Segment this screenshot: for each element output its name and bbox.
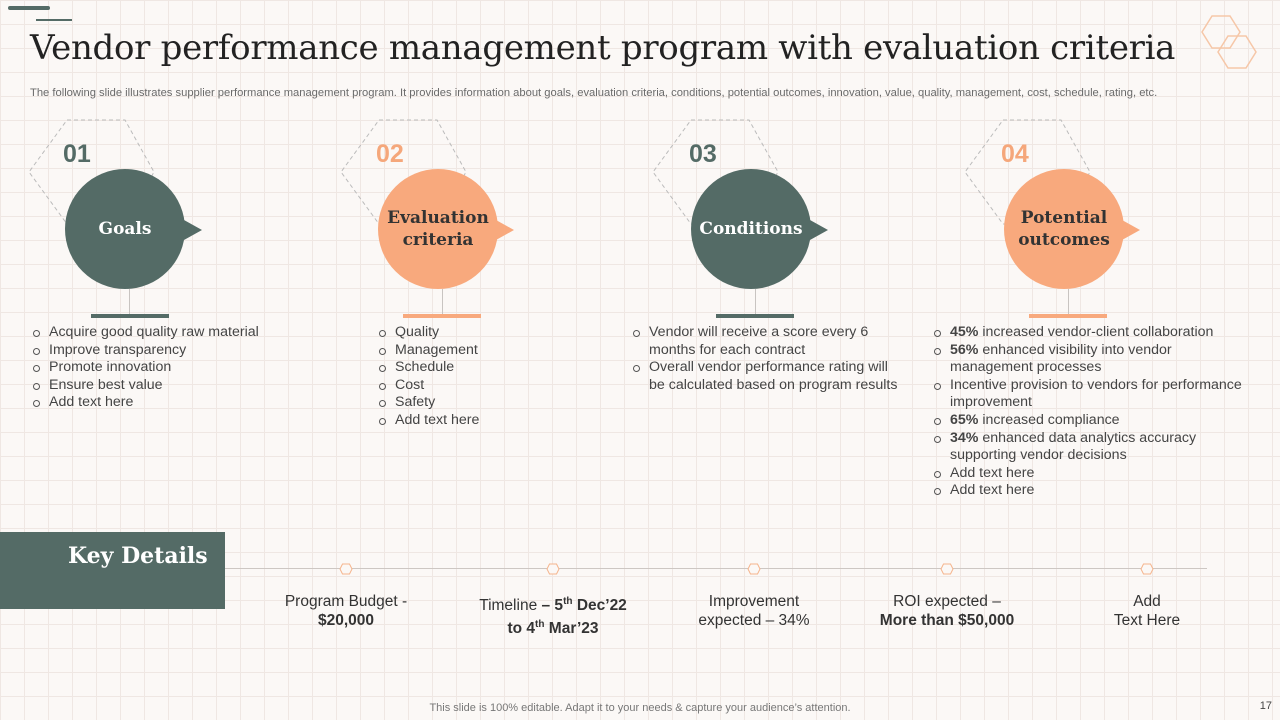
detail-line1: Improvement <box>708 593 800 610</box>
bullet-item: 56% enhanced visibility into vendor mana… <box>932 342 1242 377</box>
detail-add-text: Add Text Here <box>1057 592 1237 630</box>
timeline-hexagon-icon <box>940 563 954 575</box>
pointer-arrow-icon <box>184 220 202 240</box>
bullet-item: Cost <box>377 377 597 395</box>
bullet-item: Safety <box>377 394 597 412</box>
step-number: 02 <box>376 140 404 168</box>
bullet-item: 45% increased vendor-client collaboratio… <box>932 324 1242 342</box>
step-circle: Potential outcomes <box>1004 169 1124 289</box>
step-evaluation-criteria: 02 Evaluation criteria <box>340 118 640 518</box>
timeline-hexagon-icon <box>339 563 353 575</box>
step-circle: Goals <box>65 169 185 289</box>
bullet-item: Add text here <box>31 394 331 412</box>
stand-base <box>1029 314 1107 318</box>
bullet-item: Ensure best value <box>31 377 331 395</box>
top-accent-line <box>36 19 72 21</box>
stem-line <box>755 289 756 315</box>
footer-note: This slide is 100% editable. Adapt it to… <box>429 702 851 714</box>
page-number: 17 <box>1259 700 1272 712</box>
potential-outcomes-bullet-list: 45% increased vendor-client collaboratio… <box>932 324 1242 500</box>
detail-line1: Add <box>1133 593 1161 610</box>
detail-line2: expected – 34% <box>698 612 810 629</box>
bullet-item: Add text here <box>932 482 1242 500</box>
detail-line2: to 4th Mar’23 <box>507 619 599 638</box>
evaluation-criteria-bullet-list: Quality Management Schedule Cost Safety Add t… <box>377 324 597 430</box>
bullet-item: Acquire good quality raw material <box>31 324 331 342</box>
stand-base <box>91 314 169 318</box>
step-circle: Evaluation criteria <box>378 169 498 289</box>
bullet-item: Improve transparency <box>31 342 331 360</box>
step-number: 01 <box>63 140 91 168</box>
step-label: Conditions <box>699 219 803 239</box>
detail-line2: $20,000 <box>317 612 375 629</box>
hexagon-decoration-icon <box>1201 15 1257 69</box>
top-accent-bar <box>8 6 50 10</box>
step-circle: Conditions <box>691 169 811 289</box>
stem-line <box>129 289 130 315</box>
step-label: Evaluation criteria <box>387 208 489 250</box>
stem-line <box>1068 289 1069 315</box>
bullet-item: Quality <box>377 324 597 342</box>
bullet-item: 65% increased compliance <box>932 412 1242 430</box>
slide-title: Vendor performance management program wi… <box>30 28 1176 68</box>
bullet-item: Vendor will receive a score every 6 mont… <box>631 324 899 359</box>
step-conditions: 03 Conditions <box>652 118 952 518</box>
step-label: Goals <box>98 219 152 239</box>
detail-line1: ROI expected – <box>893 593 1001 610</box>
detail-line1: Timeline – 5th Dec’22 <box>479 596 627 615</box>
detail-line1: Program Budget - <box>284 593 408 610</box>
bullet-item: Add text here <box>932 465 1242 483</box>
slide-subtitle: The following slide illustrates supplier… <box>30 87 1158 99</box>
timeline-hexagon-icon <box>546 563 560 575</box>
bullet-item: Overall vendor performance rating will b… <box>631 359 899 394</box>
goals-bullet-list: Acquire good quality raw material Improve… <box>31 324 331 412</box>
detail-timeline: Timeline – 5th Dec’22 to 4th Mar’23 <box>463 592 643 638</box>
bullet-item: Incentive provision to vendors for perfo… <box>932 377 1242 412</box>
step-number: 03 <box>689 140 717 168</box>
bullet-item: 34% enhanced data analytics accuracy sup… <box>932 430 1242 465</box>
step-label: Potential outcomes <box>1018 208 1110 250</box>
timeline-line <box>225 568 1207 569</box>
detail-line2: Text Here <box>1113 612 1181 629</box>
key-details-title: Key Details <box>68 543 208 569</box>
detail-line2: More than $50,000 <box>879 612 1015 629</box>
pointer-arrow-icon <box>496 220 514 240</box>
bullet-item: Add text here <box>377 412 597 430</box>
pointer-arrow-icon <box>1122 220 1140 240</box>
step-goals: 01 Goals <box>28 118 328 518</box>
detail-program-budget: Program Budget - $20,000 <box>256 592 436 630</box>
step-potential-outcomes: 04 Potential outcomes <box>964 118 1264 518</box>
detail-improvement: Improvement expected – 34% <box>664 592 844 630</box>
stand-base <box>403 314 481 318</box>
key-details-box: Key Details <box>0 532 225 609</box>
bullet-item: Promote innovation <box>31 359 331 377</box>
pointer-arrow-icon <box>810 220 828 240</box>
timeline-hexagon-icon <box>747 563 761 575</box>
bullet-item: Management <box>377 342 597 360</box>
timeline-hexagon-icon <box>1140 563 1154 575</box>
step-number: 04 <box>1001 140 1029 168</box>
conditions-bullet-list: Vendor will receive a score every 6 mont… <box>631 324 899 394</box>
stand-base <box>716 314 794 318</box>
bullet-item: Schedule <box>377 359 597 377</box>
detail-roi: ROI expected – More than $50,000 <box>857 592 1037 630</box>
stem-line <box>442 289 443 315</box>
